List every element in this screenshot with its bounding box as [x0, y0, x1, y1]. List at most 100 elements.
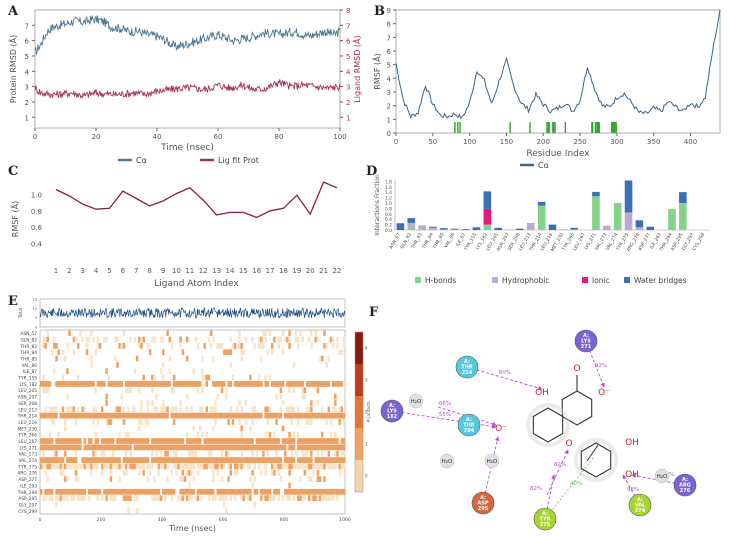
bar-water-bridges	[473, 227, 481, 230]
heat-cell	[42, 337, 44, 343]
heat-cell	[219, 457, 221, 463]
x-tick-label: 2	[67, 267, 71, 275]
heat-cell	[44, 464, 46, 470]
heat-cell	[112, 438, 114, 444]
heat-cell	[315, 495, 317, 501]
heat-cell	[77, 464, 79, 470]
heat-cell	[216, 470, 218, 476]
heat-cell	[206, 457, 208, 463]
heat-cell	[92, 381, 94, 387]
heat-cell	[55, 413, 57, 419]
pi-percent: 40%	[570, 481, 582, 487]
heat-cell	[145, 445, 147, 451]
heat-cell	[108, 438, 110, 444]
heat-cell	[264, 432, 266, 438]
heat-cell	[51, 406, 53, 412]
heat-cell	[306, 413, 308, 419]
heat-cell	[184, 457, 186, 463]
heat-cell	[44, 457, 46, 463]
heat-cell	[103, 464, 105, 470]
heat-cell	[186, 413, 188, 419]
row-label: VAL_86	[21, 363, 37, 369]
heat-cell	[86, 445, 88, 451]
heat-cell	[264, 495, 266, 501]
heat-cell	[243, 381, 245, 387]
heat-cell	[216, 381, 218, 387]
heat-cell	[197, 432, 199, 438]
heat-cell	[105, 337, 107, 343]
y-tick-label: 1.0	[31, 191, 42, 199]
heat-cell	[173, 419, 175, 425]
heat-cell	[90, 464, 92, 470]
heat-cell	[245, 489, 247, 495]
heat-cell	[203, 489, 205, 495]
heat-cell	[110, 470, 112, 476]
heat-cell	[310, 400, 312, 406]
heat-cell	[197, 495, 199, 501]
heat-cell	[57, 495, 59, 501]
heat-cell	[295, 451, 297, 457]
heat-cell	[297, 445, 299, 451]
heat-cell	[262, 489, 264, 495]
heat-cell	[330, 419, 332, 425]
heat-cell	[47, 413, 49, 419]
heat-cell	[240, 438, 242, 444]
heat-cell	[308, 476, 310, 482]
heat-cell	[149, 381, 151, 387]
heat-cell	[288, 337, 290, 343]
heat-cell	[186, 464, 188, 470]
heat-cell	[88, 381, 90, 387]
x-tick-label: 11	[185, 267, 194, 275]
heat-cell	[112, 445, 114, 451]
x-tick-label: 80	[275, 133, 284, 141]
bar-water-bridges	[429, 227, 437, 228]
heat-cell	[90, 438, 92, 444]
bar-hydrophobic	[418, 225, 426, 229]
heat-cell	[254, 406, 256, 412]
heat-cell	[166, 330, 168, 336]
heat-cell	[273, 337, 275, 343]
heat-cell	[88, 445, 90, 451]
heat-cell	[90, 489, 92, 495]
heat-cell	[212, 406, 214, 412]
heat-cell	[142, 375, 144, 381]
heat-cell	[288, 438, 290, 444]
heat-cell	[173, 451, 175, 457]
heat-cell	[260, 381, 262, 387]
heat-cell	[288, 343, 290, 349]
heat-cell	[201, 432, 203, 438]
heat-cell	[334, 400, 336, 406]
x-tick-label: 13	[212, 267, 221, 275]
heat-cell	[212, 464, 214, 470]
heat-cell	[77, 489, 79, 495]
heat-cell	[62, 406, 64, 412]
heat-cell	[84, 495, 86, 501]
heat-cell	[299, 445, 301, 451]
heat-cell	[160, 464, 162, 470]
heat-cell	[299, 330, 301, 336]
heat-cell	[125, 445, 127, 451]
colorbar-tick-label: 4	[365, 346, 368, 351]
heat-cell	[254, 413, 256, 419]
heat-cell	[184, 413, 186, 419]
heat-cell	[197, 457, 199, 463]
heat-cell	[280, 406, 282, 412]
heat-cell	[173, 413, 175, 419]
heat-cell	[325, 343, 327, 349]
heat-cell	[147, 381, 149, 387]
heat-cell	[262, 445, 264, 451]
heat-cell	[310, 330, 312, 336]
heat-cell	[208, 413, 210, 419]
heat-cell	[225, 349, 227, 355]
heat-cell	[212, 457, 214, 463]
y-tick-label: 6	[387, 48, 392, 56]
residue-label: 294	[464, 428, 475, 434]
heat-cell	[293, 362, 295, 368]
heat-cell	[299, 464, 301, 470]
heat-cell	[282, 464, 284, 470]
heat-cell	[321, 413, 323, 419]
heat-cell	[153, 476, 155, 482]
y-tick-label: 1.0	[385, 201, 392, 207]
heat-cell	[251, 419, 253, 425]
heat-cell	[341, 406, 343, 412]
